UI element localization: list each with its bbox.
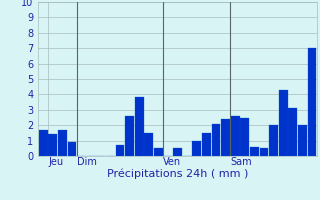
Bar [202,133,211,156]
Bar [308,48,316,156]
Bar [260,148,268,156]
Bar [145,133,153,156]
Bar [279,90,288,156]
Bar [135,97,144,156]
Bar [49,134,57,156]
Bar [250,147,259,156]
X-axis label: Précipitations 24h ( mm ): Précipitations 24h ( mm ) [107,169,248,179]
Bar [193,141,201,156]
Bar [125,116,134,156]
Bar [58,130,67,156]
Bar [241,117,249,156]
Bar [289,108,297,156]
Bar [269,125,278,156]
Bar [298,125,307,156]
Bar [231,116,240,156]
Bar [221,119,230,156]
Bar [39,130,48,156]
Bar [212,124,220,156]
Bar [173,148,182,156]
Bar [154,148,163,156]
Bar [68,142,76,156]
Bar [116,145,124,156]
